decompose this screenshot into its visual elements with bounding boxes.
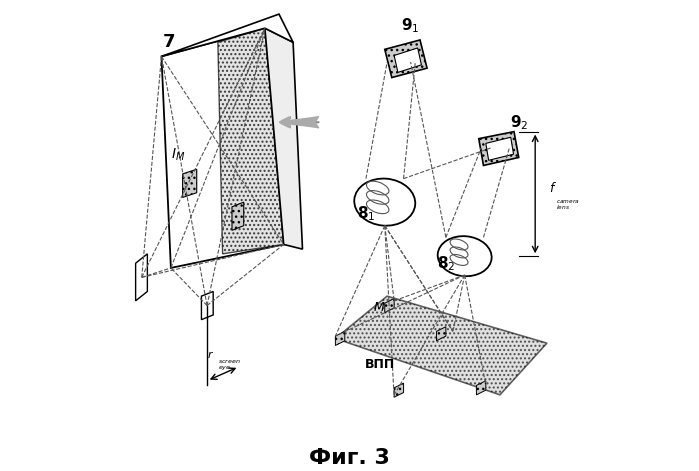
Ellipse shape: [438, 236, 491, 276]
Polygon shape: [265, 28, 303, 249]
Text: $\mathbf{9}_2$: $\mathbf{9}_2$: [510, 113, 529, 131]
Text: Фиг. 3: Фиг. 3: [309, 448, 390, 468]
Polygon shape: [394, 383, 403, 397]
Polygon shape: [218, 28, 284, 254]
Text: $\mathbf{8}_1$: $\mathbf{8}_1$: [356, 204, 375, 223]
Polygon shape: [477, 381, 486, 395]
Polygon shape: [336, 296, 547, 395]
Polygon shape: [182, 169, 196, 197]
Text: 7: 7: [162, 33, 175, 51]
Polygon shape: [336, 332, 345, 346]
Text: $\mathbf{8}_2$: $\mathbf{8}_2$: [437, 254, 455, 273]
Text: ${}^{camera}_{lens}$: ${}^{camera}_{lens}$: [556, 197, 580, 211]
Text: $\mathbf{9}_1$: $\mathbf{9}_1$: [401, 16, 420, 35]
Polygon shape: [384, 299, 394, 313]
Polygon shape: [136, 254, 147, 301]
Ellipse shape: [354, 179, 415, 226]
Polygon shape: [201, 292, 213, 320]
Polygon shape: [394, 48, 421, 73]
Polygon shape: [436, 327, 446, 341]
Text: $f$: $f$: [549, 181, 557, 195]
Text: ${}^{screen}_{eye}$: ${}^{screen}_{eye}$: [218, 357, 240, 372]
Text: $I_M$: $I_M$: [171, 147, 185, 163]
Polygon shape: [479, 131, 519, 165]
Polygon shape: [486, 137, 514, 160]
Polygon shape: [384, 40, 427, 78]
Text: $M$: $M$: [373, 301, 386, 315]
Polygon shape: [161, 14, 293, 57]
Text: ВПП: ВПП: [365, 358, 395, 371]
Polygon shape: [232, 202, 244, 230]
Text: $r$: $r$: [207, 349, 215, 360]
